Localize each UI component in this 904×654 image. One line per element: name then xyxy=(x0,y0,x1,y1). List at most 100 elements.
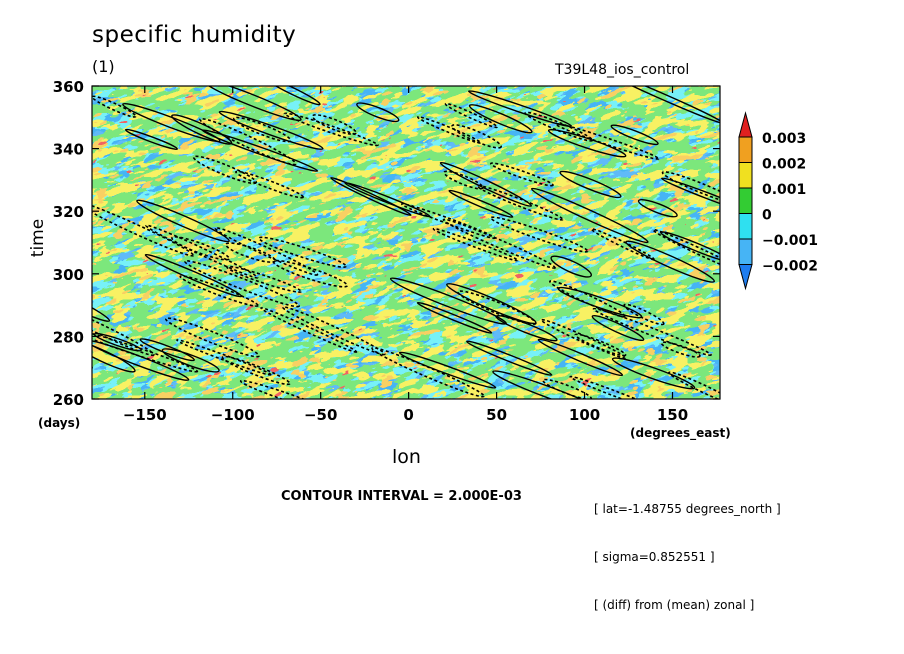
negative-contour xyxy=(92,95,137,118)
x-axis-unit: (degrees_east) xyxy=(630,426,731,440)
negative-contour xyxy=(660,341,701,358)
negative-contour xyxy=(442,218,556,269)
colorbar-segment xyxy=(738,238,753,265)
negative-contour xyxy=(171,236,230,261)
x-tick-label: −150 xyxy=(123,406,167,424)
positive-contour xyxy=(547,129,627,158)
negative-contour xyxy=(145,224,259,279)
negative-contour xyxy=(92,201,195,257)
info-sigma: [ sigma=0.852551 ] xyxy=(594,550,715,564)
chart-subtitle: (1) xyxy=(92,57,115,76)
y-axis-unit: (days) xyxy=(38,416,81,430)
chart-title: specific humidity xyxy=(92,22,297,48)
negative-contour xyxy=(623,303,665,326)
colorbar-segment xyxy=(738,136,753,163)
negative-contour xyxy=(260,307,358,353)
positive-contour xyxy=(439,161,533,207)
negative-contour xyxy=(400,202,496,240)
positive-contour xyxy=(124,128,179,150)
x-axis-label: lon xyxy=(392,446,421,468)
negative-contour xyxy=(283,112,379,147)
info-latitude: [ lat=-1.48755 degrees_north ] xyxy=(594,502,781,516)
x-tick-label: 150 xyxy=(657,406,688,424)
colorbar-label: 0.002 xyxy=(762,157,806,173)
negative-contour xyxy=(489,216,589,253)
negative-contour xyxy=(311,114,357,135)
colorbar-label: 0 xyxy=(762,208,772,224)
positive-contour xyxy=(606,86,720,124)
positive-contour xyxy=(416,301,493,334)
positive-contour xyxy=(144,253,243,298)
colorbar-label: −0.001 xyxy=(762,233,818,249)
negative-contour xyxy=(92,329,199,373)
positive-contour xyxy=(466,340,553,376)
x-tick-label: 50 xyxy=(486,406,507,424)
positive-contour xyxy=(92,274,111,322)
positive-contour xyxy=(448,189,514,218)
y-tick-label: 300 xyxy=(53,266,84,284)
positive-contour xyxy=(356,102,400,123)
negative-contour xyxy=(569,375,659,399)
contour-interval-note: CONTOUR INTERVAL = 2.000E-03 xyxy=(281,489,522,504)
y-tick-label: 360 xyxy=(53,78,84,96)
negative-contour xyxy=(258,236,347,268)
x-tick-label: −100 xyxy=(211,406,255,424)
positive-contour xyxy=(495,314,558,342)
y-axis: 260 280 300 320 340 360 xyxy=(53,78,720,409)
field-layer xyxy=(92,86,720,399)
negative-contour xyxy=(235,170,305,199)
negative-contour xyxy=(214,226,319,276)
positive-contour xyxy=(468,104,533,134)
colorbar-max-arrow xyxy=(738,111,753,138)
negative-contour xyxy=(668,371,720,399)
negative-contour xyxy=(282,306,386,356)
positive-contour xyxy=(92,339,190,381)
negative-contour xyxy=(457,290,537,326)
negative-contour xyxy=(239,379,332,399)
positive-contour xyxy=(218,110,324,150)
positive-contour xyxy=(92,340,136,373)
positive-contour xyxy=(559,170,622,199)
negative-contour xyxy=(192,155,258,185)
y-tick-label: 340 xyxy=(53,141,84,159)
positive-contour xyxy=(398,351,497,389)
x-tick-label: 0 xyxy=(403,406,413,424)
negative-contour xyxy=(176,339,272,376)
run-name-label: T39L48_ios_control xyxy=(555,62,690,78)
colorbar-segment xyxy=(738,187,753,214)
negative-contour xyxy=(184,260,300,308)
negative-contour xyxy=(225,242,277,263)
negative-contour xyxy=(554,122,660,160)
positive-contour xyxy=(139,338,195,362)
positive-contour xyxy=(610,124,659,146)
positive-contour xyxy=(136,199,230,243)
positive-contour xyxy=(530,187,649,244)
negative-contour xyxy=(451,124,502,149)
positive-contour xyxy=(537,338,624,377)
colorbar: 0.003 0.002 0.001 0 −0.001 −0.002 xyxy=(738,111,818,291)
positive-contour xyxy=(492,370,607,399)
negative-contour xyxy=(221,355,291,386)
negative-contour xyxy=(444,102,499,129)
positive-contour xyxy=(201,129,319,172)
positive-contour xyxy=(659,231,720,263)
positive-contour xyxy=(93,332,142,352)
positive-contour xyxy=(550,255,593,278)
plot-frame xyxy=(91,85,721,400)
info-box: [ lat=-1.48755 degrees_north ] [ sigma=0… xyxy=(594,469,781,629)
positive-contour xyxy=(161,348,220,373)
negative-contour xyxy=(540,318,627,359)
negative-contour xyxy=(164,317,260,358)
colorbar-segment xyxy=(738,162,753,189)
positive-contour xyxy=(611,357,696,390)
negative-contour xyxy=(661,171,720,205)
negative-contour xyxy=(232,116,292,143)
colorbar-label: 0.003 xyxy=(762,131,806,147)
plot-area xyxy=(92,86,720,399)
x-tick-label: −50 xyxy=(304,406,337,424)
y-tick-label: 280 xyxy=(53,328,84,346)
negative-contour xyxy=(416,116,482,144)
negative-contour xyxy=(226,265,302,293)
colorbar-label: 0.001 xyxy=(762,182,806,198)
